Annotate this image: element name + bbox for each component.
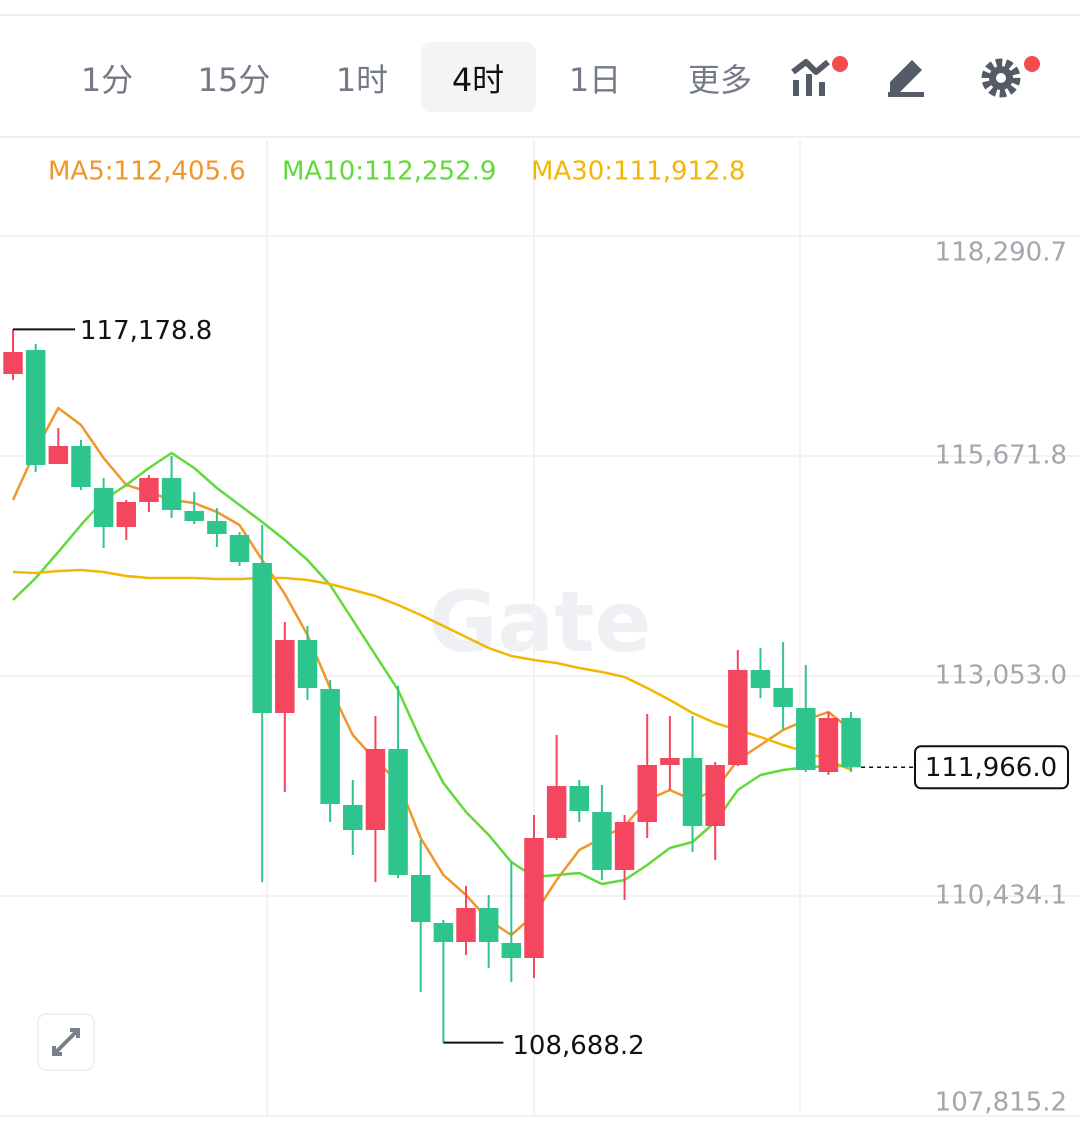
candle-body (275, 639, 295, 714)
candle-body (728, 669, 748, 765)
candle-body (660, 758, 680, 765)
tab[interactable]: 更多 (688, 61, 752, 99)
candle-body (456, 908, 476, 942)
legend-entry: MA30:111,912.8 (531, 157, 745, 187)
y-tick-label: 107,815.2 (935, 1088, 1067, 1118)
last-price-box (914, 745, 1069, 790)
draw-icon[interactable] (888, 60, 924, 97)
timeframe-tabs: 1分 15分 1时 4时 1日 更多 (81, 42, 752, 112)
low-marker-label: 108,688.2 (512, 1031, 644, 1061)
tab[interactable]: 1分 (81, 61, 133, 99)
candle-body (750, 669, 771, 689)
y-tick-label: 110,434.1 (935, 880, 1067, 910)
last-price-label: 111,966.0 (925, 753, 1057, 783)
settings-icon[interactable] (981, 56, 1040, 98)
candle-body (682, 758, 703, 827)
candle-body (343, 805, 363, 831)
candle-body (229, 535, 250, 563)
y-tick-label: 118,290.7 (935, 238, 1067, 268)
candle-body (184, 511, 204, 521)
tab[interactable]: 4时 (452, 61, 504, 99)
tab[interactable]: 1时 (336, 61, 388, 99)
legend-entry: MA10:112,252.9 (282, 157, 496, 187)
candle-body (365, 749, 386, 831)
candle-body (569, 786, 590, 812)
legend-entry: MA5:112,405.6 (48, 157, 246, 187)
indicator-icon[interactable] (791, 56, 848, 96)
candle-body (139, 478, 159, 503)
candle-body (161, 478, 182, 511)
tab[interactable]: 1日 (569, 61, 621, 99)
candle-body (818, 717, 839, 772)
candle-body (410, 875, 431, 922)
candle-body (48, 445, 69, 464)
candle-body (25, 350, 46, 465)
candle-body (433, 922, 454, 942)
ma-line (12, 568, 852, 772)
y-tick-label: 113,053.0 (935, 660, 1067, 690)
candle-body (320, 688, 340, 805)
candle-body (252, 562, 272, 714)
candle-body (614, 821, 635, 870)
candle-body (297, 639, 318, 689)
expand-button[interactable] (37, 1013, 95, 1071)
candle-body (637, 764, 657, 822)
candle-body (116, 502, 137, 528)
candle-body (388, 749, 408, 876)
y-tick-label: 115,671.8 (935, 441, 1067, 471)
candle-body (592, 812, 612, 870)
candle-body (501, 942, 522, 959)
high-marker-label: 117,178.8 (80, 316, 212, 346)
candle-body (207, 520, 227, 535)
candle-body (841, 717, 861, 768)
candle-body (705, 764, 725, 827)
candle-body (773, 688, 793, 708)
candle-body (524, 838, 544, 959)
candle-body (478, 908, 499, 942)
candle-body (93, 487, 114, 528)
tab-selected-bg (421, 42, 536, 112)
ma-line (11, 406, 852, 937)
candle-body (546, 786, 567, 839)
tab[interactable]: 15分 (198, 61, 271, 99)
candle-body (71, 445, 91, 488)
candle-body (3, 352, 23, 375)
plot: Gate 107,815.2 110,434.1 113,053.0 115,671.8… (0, 140, 1080, 1118)
candle-body (796, 708, 816, 770)
watermark: Gate (429, 573, 652, 671)
